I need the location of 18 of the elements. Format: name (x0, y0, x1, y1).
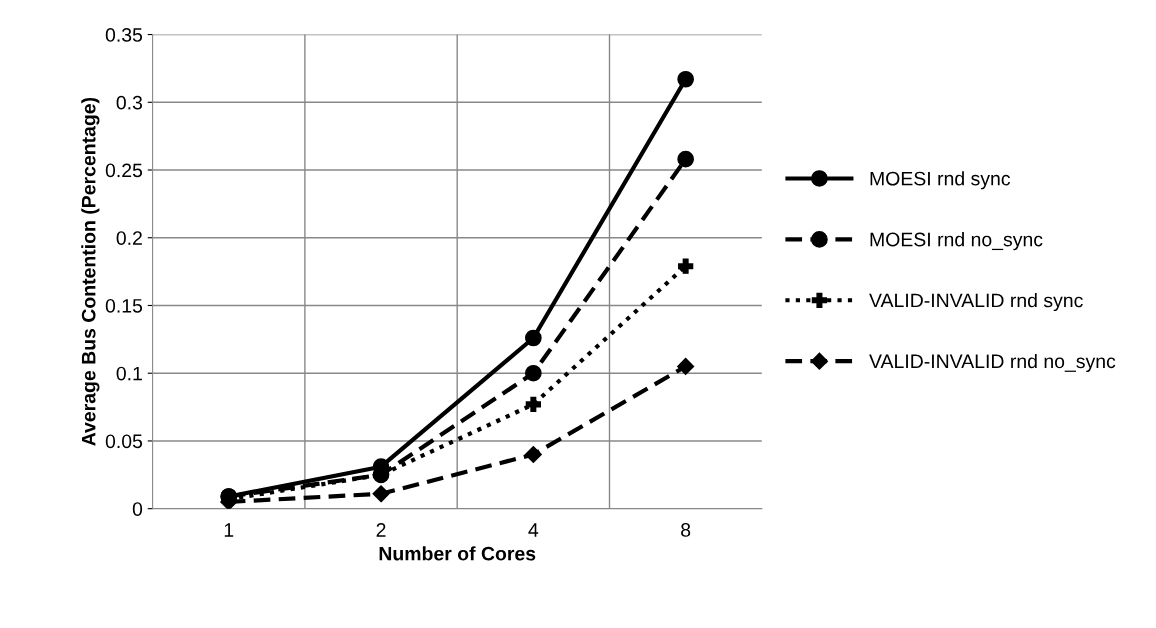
x-tick-label: 8 (681, 523, 691, 537)
x-tick-label: 4 (528, 523, 539, 537)
y-axis-title: Average Bus Contention (Percentage) (81, 97, 100, 446)
x-axis-title: Number of Cores (379, 546, 536, 561)
legend-label: MOESI rnd sync (870, 171, 1011, 190)
y-tick-label: 0.3 (116, 95, 143, 110)
legend-label: VALID-INVALID rnd sync (869, 293, 1083, 312)
y-tick-label: 0 (132, 502, 143, 516)
y-tick-label: 0.35 (105, 28, 143, 42)
x-tick-label: 2 (376, 523, 386, 537)
y-tick-label: 0.15 (105, 298, 143, 313)
legend-label: VALID-INVALID rnd no_sync (869, 353, 1116, 373)
y-tick-label: 0.2 (116, 231, 142, 245)
legend-label: MOESI rnd no_sync (870, 232, 1043, 251)
y-tick-label: 0.1 (116, 366, 142, 381)
x-tick-label: 1 (224, 523, 234, 537)
y-tick-label: 0.05 (105, 434, 143, 449)
y-tick-label: 0.25 (105, 163, 143, 178)
